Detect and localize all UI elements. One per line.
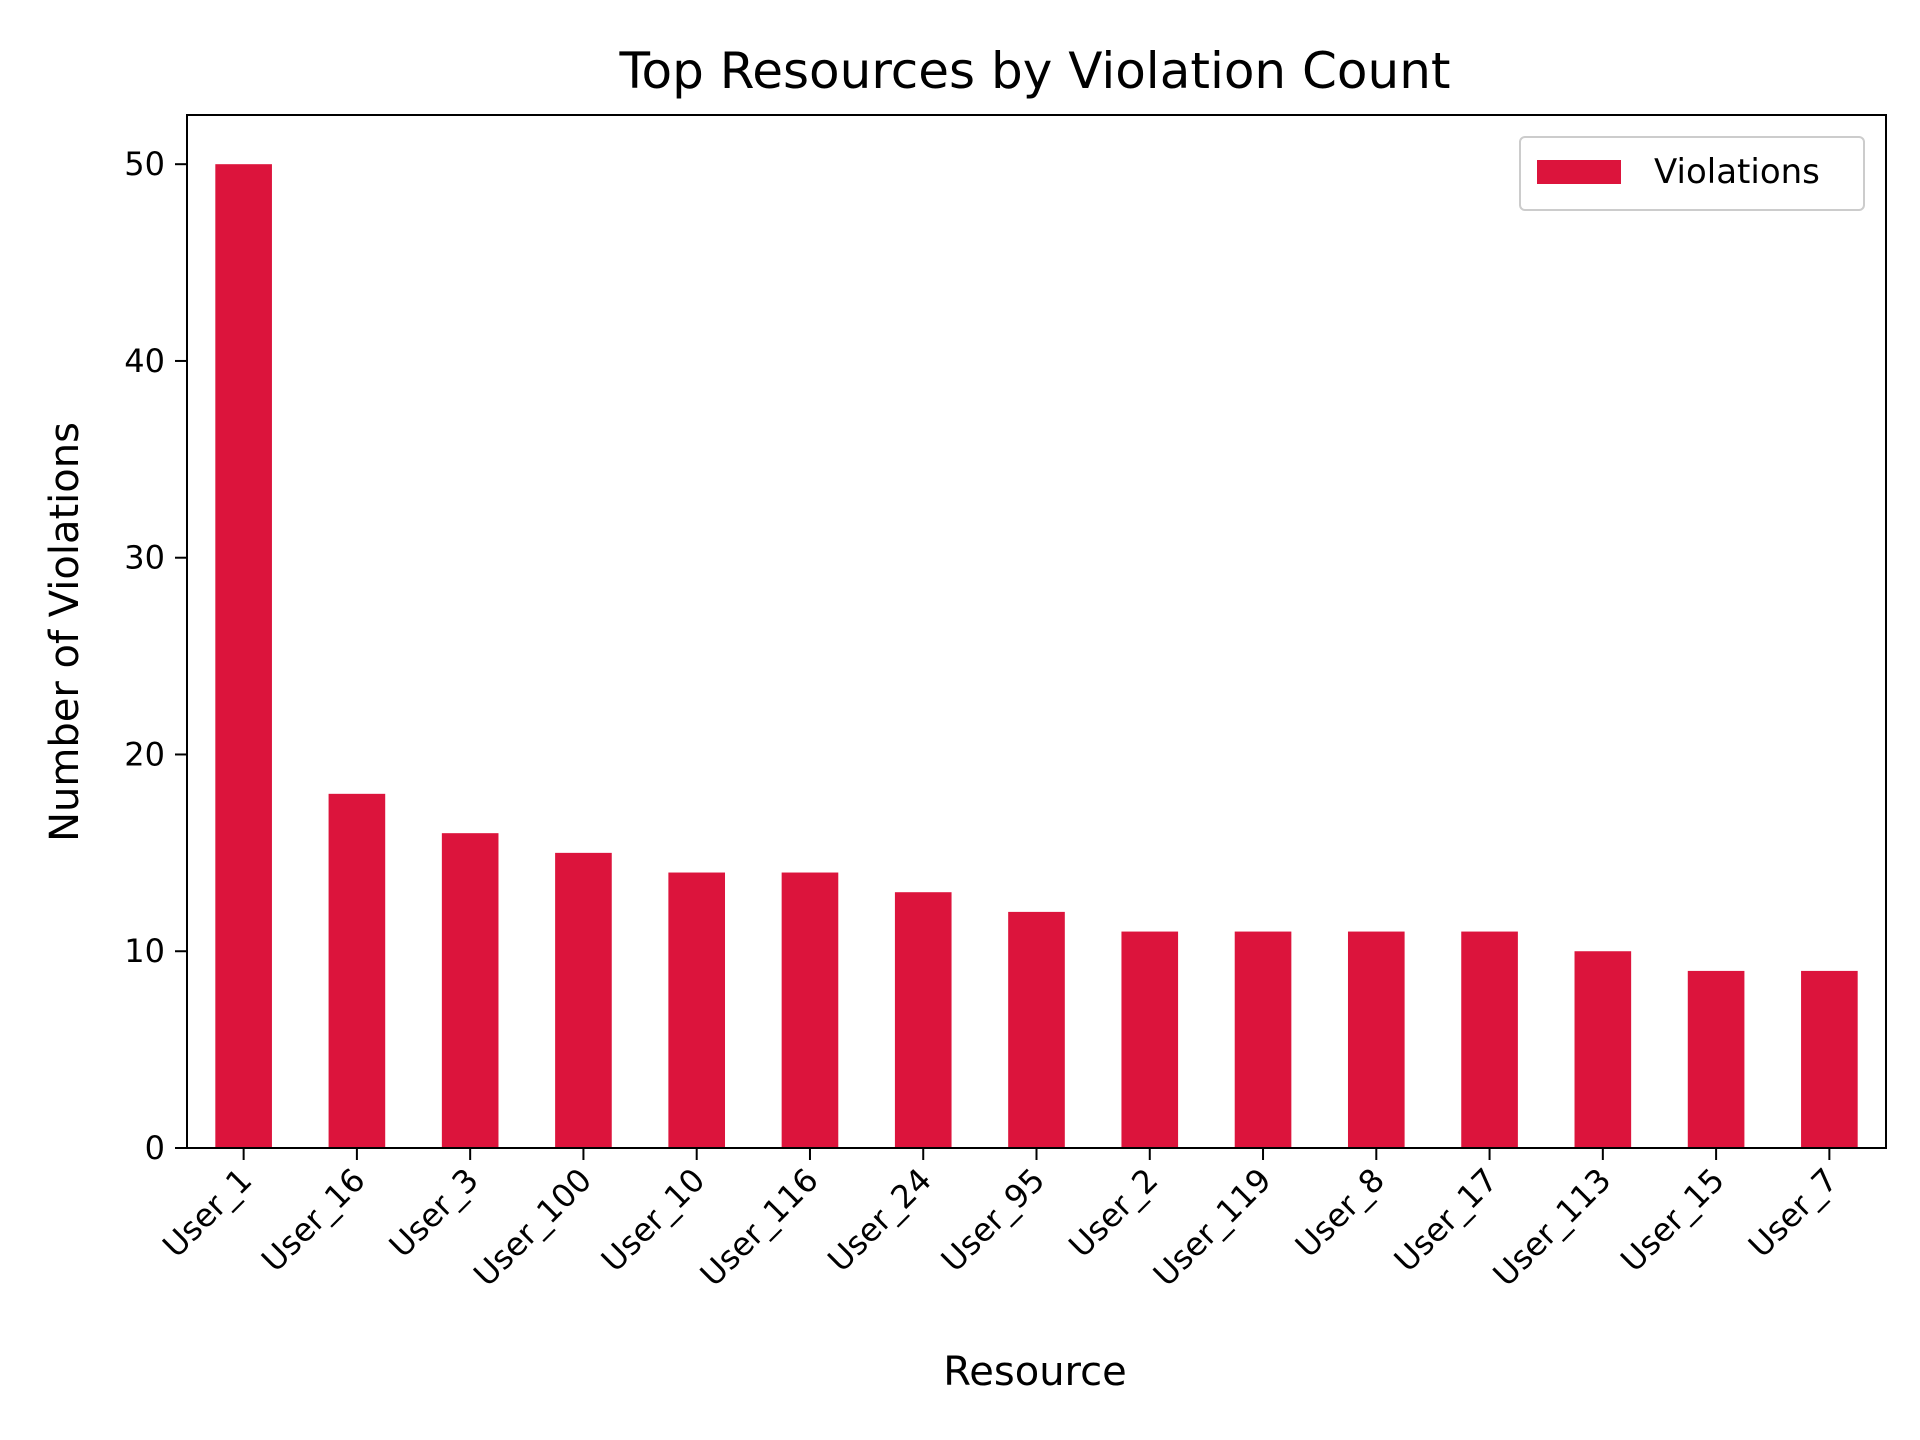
legend-swatch [1537,160,1621,184]
x-tick-label: User_113 [1486,1161,1619,1294]
y-tick-label: 0 [145,1129,165,1167]
y-axis-label: Number of Violations [42,422,88,842]
y-axis-ticks: 0 10 20 30 40 50 [124,145,187,1167]
bar-user-100 [555,852,612,1148]
bar-user-16 [328,793,386,1148]
y-tick-label: 50 [124,145,165,183]
x-tick-label: User_2 [1061,1161,1165,1265]
legend: Violations [1519,136,1865,211]
bar-user-24 [894,892,952,1148]
bar-user-17 [1461,931,1518,1148]
bar-user-113 [1574,951,1632,1148]
x-tick-label: User_17 [1387,1161,1506,1280]
bar-user-15 [1687,970,1745,1148]
x-tick-label: User_100 [466,1161,599,1294]
bar-user-10 [668,872,726,1148]
bar-user-119 [1234,931,1292,1148]
x-tick-label: User_116 [693,1161,826,1294]
x-tick-label: User_8 [1288,1161,1392,1265]
x-tick-label: User_16 [254,1161,373,1280]
x-tick-label: User_95 [934,1161,1053,1280]
plot-area [186,114,1887,1149]
x-tick-label: User_119 [1146,1161,1279,1294]
bar-user-95 [1008,911,1065,1148]
bar-user-8 [1347,931,1405,1148]
x-axis-label: Resource [943,1349,1126,1395]
y-tick-label: 10 [124,932,165,970]
x-tick-label: User_7 [1741,1161,1845,1265]
x-tick-label: User_24 [820,1161,939,1280]
bar-user-2 [1121,931,1179,1148]
legend-entry: Violations [1654,152,1820,192]
bar-user-3 [441,833,499,1148]
chart-title: Top Resources by Violation Count [618,42,1450,100]
bar-user-116 [781,872,839,1148]
x-tick-label: User_3 [382,1161,486,1265]
bar-user-7 [1801,970,1858,1148]
y-tick-label: 20 [124,735,165,773]
y-tick-label: 30 [124,539,165,577]
x-tick-label: User_1 [155,1161,259,1265]
x-tick-label: User_15 [1613,1161,1732,1280]
y-tick-label: 40 [124,342,165,380]
bar-user-1 [215,164,272,1148]
legend-box [1519,136,1865,211]
x-tick-label: User_10 [594,1161,713,1280]
